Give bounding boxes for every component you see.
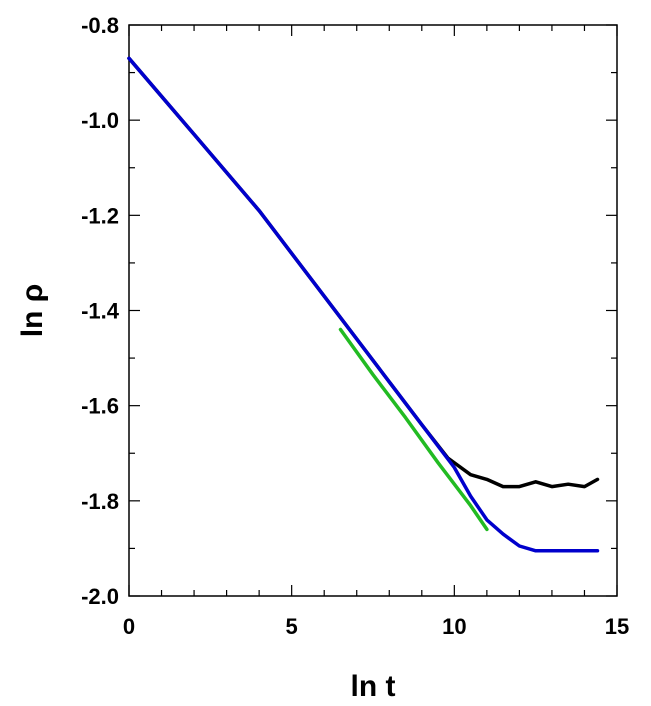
x-axis-title: ln t (351, 670, 396, 703)
axis-tick-labels: 0 5 10 15 -2.0 -1.8 -1.6 -1.4 -1.2 -1.0 -0.8 (81, 13, 629, 639)
y-tick-label: -1.0 (81, 108, 119, 133)
y-tick-label: -1.2 (81, 203, 119, 228)
x-tick-label: 0 (123, 614, 135, 639)
plot-frame (128, 24, 618, 597)
y-tick-label: -1.4 (81, 299, 120, 324)
series-line-1 (127, 56, 600, 553)
axis-ticks (128, 24, 618, 597)
x-tick-label: 10 (442, 614, 466, 639)
x-tick-label: 5 (286, 614, 298, 639)
y-tick-label: -1.6 (81, 394, 119, 419)
y-tick-label: -1.8 (81, 489, 119, 514)
x-tick-label: 15 (605, 614, 629, 639)
y-tick-label: -2.0 (81, 584, 119, 609)
series-line-0 (127, 56, 600, 489)
y-axis-title: ln ρ (16, 284, 49, 338)
y-tick-label: -0.8 (81, 13, 119, 38)
series-line-2 (338, 327, 489, 532)
data-series (127, 56, 600, 553)
